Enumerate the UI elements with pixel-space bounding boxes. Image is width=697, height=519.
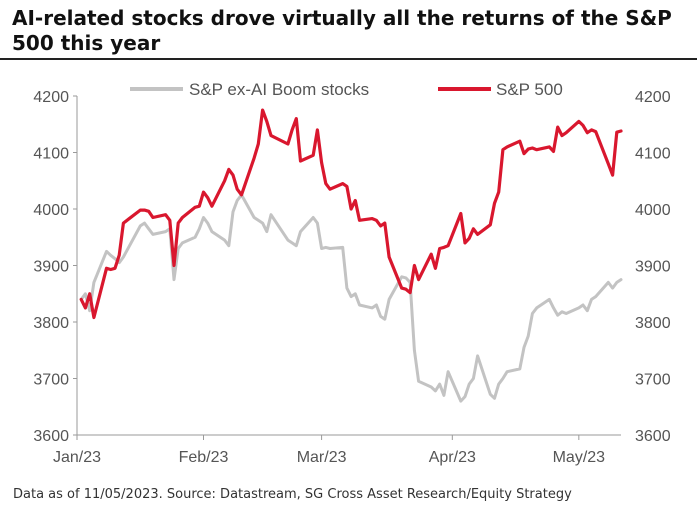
x-tick-label: Apr/23 — [429, 449, 476, 466]
y-left-tick-label: 3900 — [33, 259, 69, 276]
y-right-tick-label: 3900 — [635, 259, 671, 276]
y-right-tick-label: 4000 — [635, 202, 671, 219]
y-right-tick-label: 4100 — [635, 146, 671, 163]
source-note: Data as of 11/05/2023. Source: Datastrea… — [13, 487, 572, 502]
x-tick-label: Mar/23 — [297, 449, 347, 466]
x-tick-label: Feb/23 — [179, 449, 229, 466]
y-left-tick-label: 4000 — [33, 202, 69, 219]
series-line-ex-ai — [79, 193, 623, 403]
legend-label-ex-ai: S&P ex-AI Boom stocks — [189, 80, 369, 99]
y-right-tick-label: 3600 — [635, 428, 671, 445]
y-right-tick-label: 3800 — [635, 315, 671, 332]
legend-label-sp500: S&P 500 — [496, 80, 563, 99]
x-tick-label: May/23 — [553, 449, 606, 466]
y-left-tick-label: 3700 — [33, 372, 69, 389]
x-tick-label: Jan/23 — [53, 449, 101, 466]
line-chart: S&P ex-AI Boom stocks S&P 500 3600 3700 38… — [33, 80, 670, 466]
y-left-tick-label: 4100 — [33, 146, 69, 163]
series-layer — [79, 108, 623, 403]
series-line-sp500 — [79, 108, 623, 320]
title-divider — [0, 58, 697, 60]
chart-title: AI-related stocks drove virtually all th… — [12, 6, 672, 55]
axes: 3600 3700 3800 3900 4000 4100 4200 3600 3700 3800… — [33, 89, 670, 466]
y-left-tick-label: 3600 — [33, 428, 69, 445]
legend: S&P ex-AI Boom stocks S&P 500 — [130, 80, 563, 99]
y-left-tick-label: 4200 — [33, 89, 69, 106]
y-right-tick-label: 4200 — [635, 89, 671, 106]
y-left-tick-label: 3800 — [33, 315, 69, 332]
y-right-tick-label: 3700 — [635, 372, 671, 389]
